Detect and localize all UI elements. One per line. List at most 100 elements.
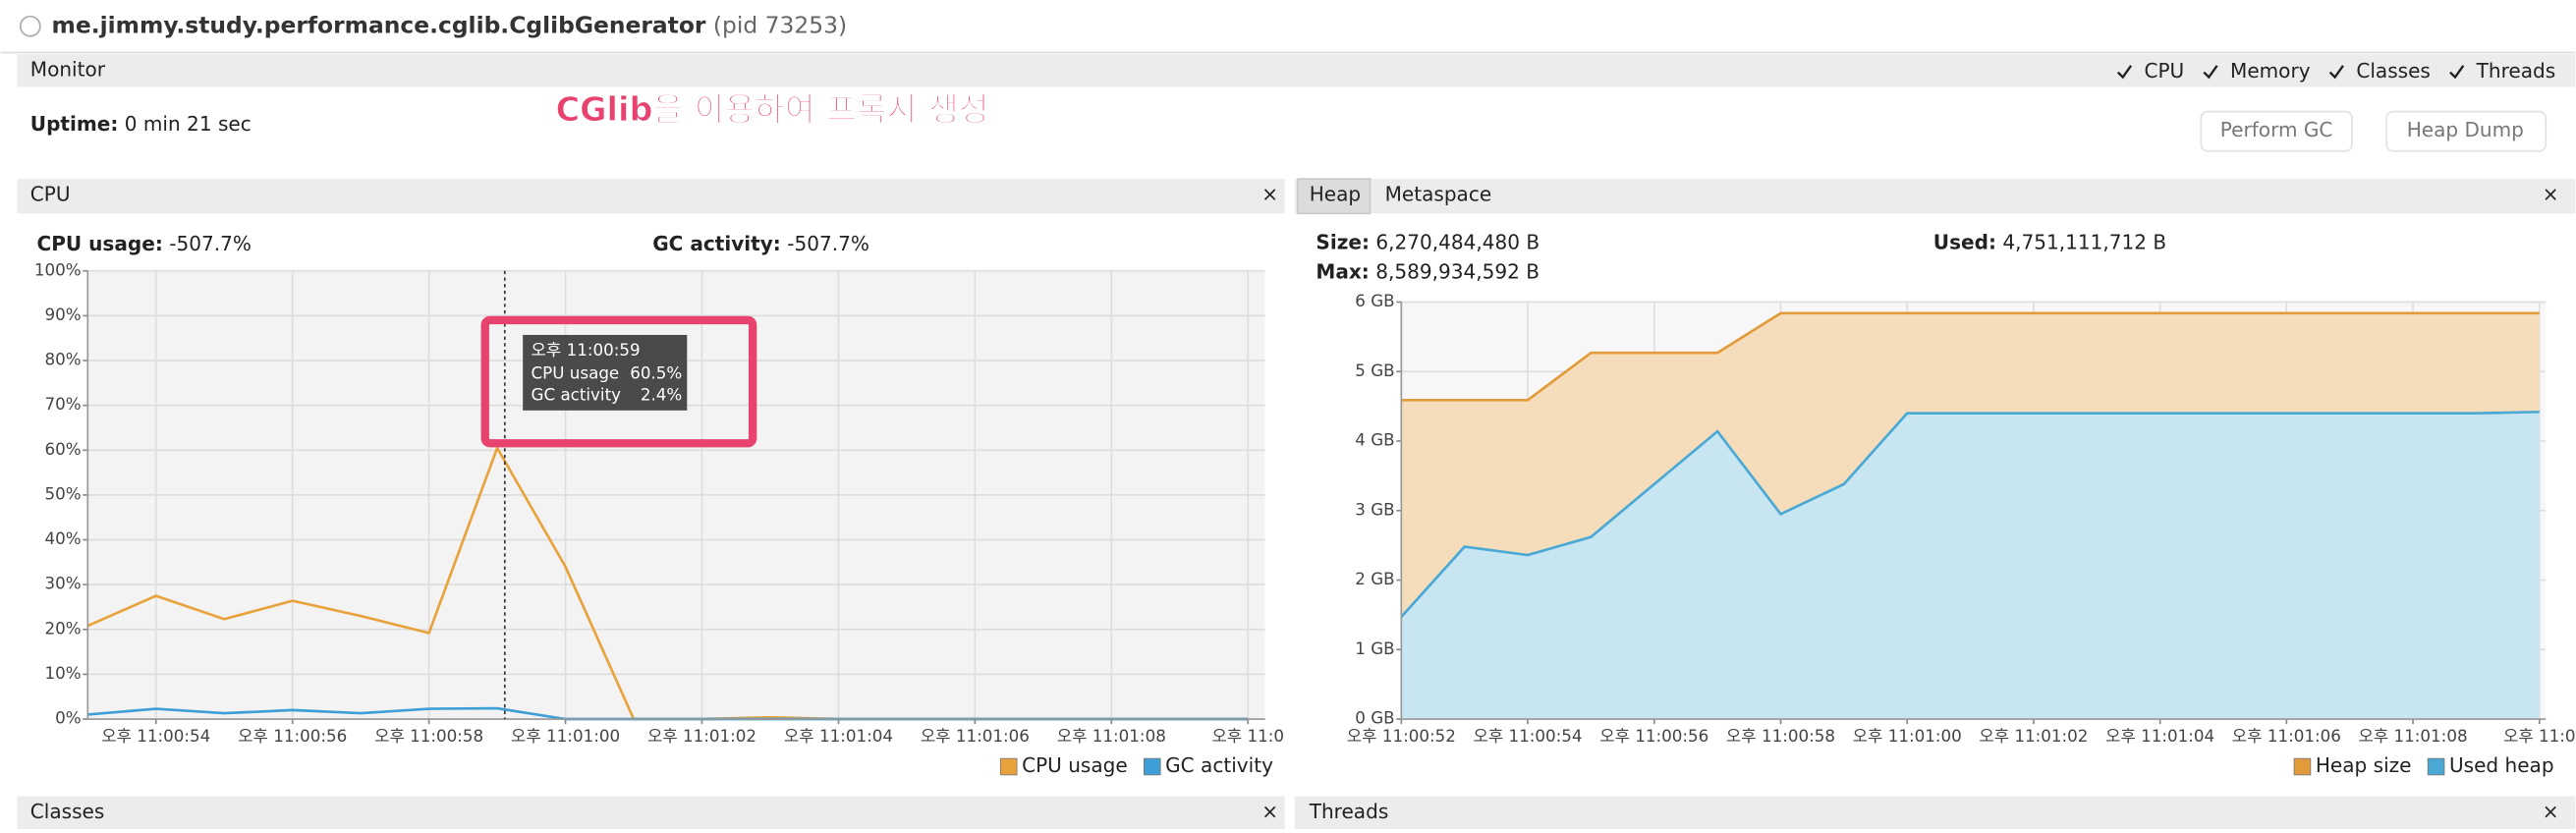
panel-header	[17, 179, 1285, 214]
annotation: CGlib을 이용하여 프록시 생성	[556, 90, 989, 129]
close-button[interactable]: ×	[2543, 182, 2559, 205]
legend-label: Used heap	[2449, 753, 2554, 777]
checkbox-label[interactable]: CPU	[2144, 59, 2184, 83]
close-button[interactable]: ×	[1261, 182, 1278, 205]
y-tick-label: 4 GB	[1355, 430, 1394, 450]
panel-header	[1294, 796, 2576, 829]
stat-value: 6,270,484,480 B	[1375, 230, 1540, 253]
y-tick-label: 80%	[44, 350, 81, 369]
x-tick-label: 오후 11:0	[2503, 726, 2576, 746]
x-tick-label: 오후 11:01:08	[2359, 726, 2468, 746]
stat-value: -507.7%	[169, 232, 252, 255]
y-tick-label: 20%	[44, 618, 81, 638]
button[interactable]	[2200, 110, 2353, 152]
x-tick-label: 오후 11:00:54	[1474, 726, 1583, 746]
panel-title: Classes	[30, 800, 105, 823]
panel-title: CPU	[30, 182, 71, 205]
y-tick-label: 1 GB	[1355, 639, 1394, 658]
tab[interactable]: Metaspace	[1385, 182, 1492, 205]
x-tick-label: 오후 11:01:00	[1853, 726, 1962, 746]
legend-swatch	[2427, 757, 2445, 776]
tooltip-time: 오후 11:00:59	[532, 340, 641, 360]
button-label[interactable]: Heap Dump	[2407, 118, 2524, 141]
checkbox[interactable]	[2328, 65, 2344, 80]
close-button[interactable]: ×	[1261, 800, 1278, 823]
button[interactable]	[2385, 110, 2548, 152]
monitor-title: Monitor	[30, 57, 106, 81]
uptime-label: Uptime:	[30, 112, 119, 136]
checkbox-label[interactable]: Classes	[2356, 59, 2431, 83]
y-tick-label: 3 GB	[1355, 499, 1394, 519]
stat-label: Max:	[1316, 259, 1369, 283]
series-line	[1400, 410, 2540, 618]
highlight-frame	[480, 315, 757, 448]
x-tick-label: 오후 11:00:56	[1599, 726, 1708, 746]
panel-header	[1294, 179, 2576, 214]
checkbox[interactable]	[2203, 65, 2218, 80]
checkbox[interactable]	[2116, 65, 2133, 80]
x-tick-label: 오후 11:01:04	[2105, 726, 2214, 746]
y-tick-label: 2 GB	[1355, 569, 1394, 588]
legend-label: Heap size	[2316, 753, 2412, 777]
stat-value: 8,589,934,592 B	[1375, 259, 1540, 283]
tooltip-value: 60.5%	[630, 363, 682, 383]
x-tick-label: 오후 11:01:08	[1057, 726, 1166, 746]
x-tick-label: 오후 11:00:58	[374, 726, 483, 746]
legend-label: CPU usage	[1022, 753, 1128, 777]
y-tick-label: 5 GB	[1355, 361, 1394, 380]
title-bar	[0, 0, 2576, 53]
stat-value: 4,751,111,712 B	[2002, 230, 2166, 253]
legend-label: GC activity	[1165, 753, 1273, 777]
y-tick-label: 6 GB	[1355, 291, 1394, 310]
y-tick-label: 90%	[44, 305, 81, 324]
stat: Used: 4,751,111,712 B	[1933, 230, 2166, 253]
x-tick-label: 오후 11:00:56	[238, 726, 347, 746]
x-tick-label: 오후 11:01:06	[2232, 726, 2341, 746]
y-tick-label: 70%	[44, 394, 81, 414]
x-tick-label: 오후 11:00:54	[101, 726, 210, 746]
stat: Max: 8,589,934,592 B	[1316, 259, 1540, 283]
uptime: Uptime: 0 min 21 sec	[30, 112, 252, 136]
stat-label: Used:	[1933, 230, 1996, 253]
checkbox[interactable]	[2449, 65, 2465, 80]
stat: GC activity: -507.7%	[652, 232, 869, 255]
stat: Size: 6,270,484,480 B	[1316, 230, 1540, 253]
stat-label: GC activity:	[652, 232, 781, 255]
x-tick-label: 오후 11:01:00	[511, 726, 620, 746]
series-line	[1401, 311, 2540, 402]
y-tick-label: 60%	[44, 439, 81, 459]
tooltip	[523, 334, 688, 411]
tab[interactable]: Heap	[1310, 182, 1361, 205]
x-tick-label: 오후 11:01:02	[647, 726, 756, 746]
app-name: me.jimmy.study.performance.cglib.CglibGe…	[52, 11, 706, 38]
tooltip-value: 2.4%	[641, 384, 682, 404]
tab-selected[interactable]	[1297, 178, 1372, 215]
y-tick-label: 0%	[55, 708, 81, 728]
y-tick-label: 40%	[44, 528, 81, 548]
x-tick-label: 오후 11:01:02	[1979, 726, 2088, 746]
button-label[interactable]: Perform GC	[2220, 118, 2333, 141]
pid: (pid 73253)	[713, 11, 847, 38]
legend-swatch	[1144, 757, 1161, 776]
stat-value: -507.7%	[787, 232, 869, 255]
y-tick-label: 10%	[44, 663, 81, 683]
x-tick-label: 오후 11:00:58	[1726, 726, 1835, 746]
close-button[interactable]: ×	[2543, 800, 2559, 823]
tooltip-label: CPU usage	[532, 363, 620, 383]
x-tick-label: 오후 11:00:52	[1347, 726, 1456, 746]
series-area	[1401, 412, 2540, 720]
legend-swatch	[2293, 757, 2312, 776]
x-tick-label: 오후 11:01:06	[921, 726, 1030, 746]
y-tick-label: 0 GB	[1355, 708, 1394, 728]
checkbox-label[interactable]: Threads	[2476, 59, 2556, 83]
x-tick-label: 오후 11:0	[1211, 726, 1284, 746]
stat-label: Size:	[1316, 230, 1370, 253]
area-underlay	[1401, 412, 2540, 720]
stat-label: CPU usage:	[36, 232, 162, 255]
panel-title: Threads	[1309, 800, 1389, 823]
checkbox-label[interactable]: Memory	[2230, 59, 2311, 83]
legend-swatch	[999, 757, 1018, 776]
x-tick-label: 오후 11:01:04	[784, 726, 893, 746]
